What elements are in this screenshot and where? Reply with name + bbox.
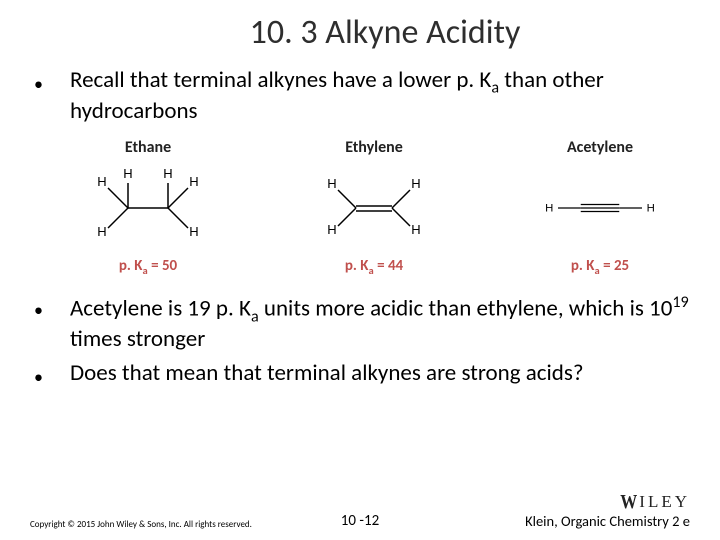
wiley-text: ILEY bbox=[639, 492, 690, 511]
page-number: 10 -12 bbox=[341, 512, 379, 530]
compound-name-acetylene: Acetylene bbox=[567, 138, 633, 157]
bullet-2-text: Acetylene is 19 p. Ka units more acidic … bbox=[70, 293, 690, 354]
svg-text:H: H bbox=[545, 202, 553, 214]
svg-text:H: H bbox=[647, 202, 655, 214]
pka-ethane: p. Ka = 50 bbox=[119, 257, 177, 277]
svg-text:H: H bbox=[123, 166, 132, 181]
bullet-1: • Recall that terminal alkynes have a lo… bbox=[30, 67, 690, 126]
svg-text:H: H bbox=[189, 174, 198, 189]
pka-val: = 50 bbox=[148, 257, 177, 275]
pka-acetylene: p. Ka = 25 bbox=[571, 257, 629, 277]
bullet-1-sub: a bbox=[491, 79, 499, 98]
bullets-lower: • Acetylene is 19 p. Ka units more acidi… bbox=[30, 293, 690, 388]
structure-ethylene: H H H H bbox=[304, 163, 444, 253]
wiley-w-icon: W bbox=[620, 491, 640, 514]
pka-pre: p. K bbox=[119, 257, 143, 275]
svg-text:H: H bbox=[163, 166, 172, 181]
compound-ethylene: Ethylene H H H H p. Ka = 44 bbox=[304, 138, 444, 277]
bullet-marker: • bbox=[30, 360, 70, 388]
svg-text:H: H bbox=[411, 176, 420, 191]
pka-pre: p. K bbox=[345, 257, 369, 275]
pka-pre: p. K bbox=[571, 257, 595, 275]
pka-ethylene: p. Ka = 44 bbox=[345, 257, 403, 277]
copyright-text: Copyright © 2015 John Wiley & Sons, Inc.… bbox=[30, 519, 252, 530]
bullet-2: • Acetylene is 19 p. Ka units more acidi… bbox=[30, 293, 690, 354]
svg-text:H: H bbox=[97, 224, 106, 239]
bullet-1-pre: Recall that terminal alkynes have a lowe… bbox=[70, 66, 491, 94]
compounds-row: Ethane H H H H H H bbox=[78, 138, 670, 277]
compound-ethane: Ethane H H H H H H bbox=[78, 138, 218, 277]
structure-ethane: H H H H H H bbox=[78, 163, 218, 253]
pka-val: = 44 bbox=[374, 257, 403, 275]
pka-val: = 25 bbox=[600, 257, 629, 275]
svg-text:H: H bbox=[327, 176, 336, 191]
wiley-logo: WILEY bbox=[620, 492, 690, 512]
bullet-marker: • bbox=[30, 67, 70, 95]
b2-sup: 19 bbox=[672, 293, 688, 312]
b2-sub: a bbox=[251, 307, 259, 326]
b2-mid: units more acidic than ethylene, which i… bbox=[259, 294, 673, 322]
svg-text:H: H bbox=[411, 222, 420, 237]
slide-title: 10. 3 Alkyne Acidity bbox=[30, 12, 690, 53]
compound-name-ethane: Ethane bbox=[125, 138, 171, 157]
svg-text:H: H bbox=[97, 174, 106, 189]
compound-name-ethylene: Ethylene bbox=[345, 138, 403, 157]
compound-acetylene: Acetylene H H p. Ka = 25 bbox=[530, 138, 670, 277]
svg-text:H: H bbox=[189, 224, 198, 239]
footer: Copyright © 2015 John Wiley & Sons, Inc.… bbox=[30, 512, 690, 530]
book-reference: Klein, Organic Chemistry 2 e bbox=[525, 512, 690, 530]
structure-acetylene: H H bbox=[530, 163, 670, 253]
svg-text:H: H bbox=[327, 222, 336, 237]
bullet-marker: • bbox=[30, 293, 70, 321]
slide-container: 10. 3 Alkyne Acidity • Recall that termi… bbox=[0, 0, 720, 540]
bullet-3: • Does that mean that terminal alkynes a… bbox=[30, 360, 690, 388]
b2-pre: Acetylene is 19 p. K bbox=[70, 294, 251, 322]
bullet-3-text: Does that mean that terminal alkynes are… bbox=[70, 360, 690, 388]
bullet-1-text: Recall that terminal alkynes have a lowe… bbox=[70, 67, 690, 126]
b2-post: times stronger bbox=[70, 325, 205, 353]
